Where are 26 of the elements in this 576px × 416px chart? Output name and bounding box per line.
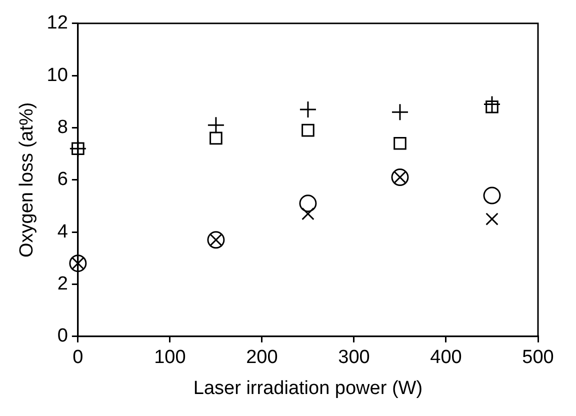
x-tick-label: 400 — [430, 347, 462, 368]
point — [210, 132, 222, 145]
point — [302, 124, 314, 137]
y-tick-label: 12 — [46, 12, 68, 34]
x-axis-title: Laser irradiation power (W) — [193, 378, 423, 399]
x-tick-label: 200 — [246, 347, 278, 368]
x-tick-label: 500 — [522, 347, 554, 368]
point — [483, 186, 501, 204]
point — [394, 136, 406, 150]
y-tick-label: 6 — [57, 169, 68, 190]
point — [486, 100, 498, 114]
y-tick-label: 10 — [46, 64, 68, 86]
point — [486, 212, 498, 226]
y-axis-title: Oxygen loss (at%) — [16, 102, 38, 258]
point — [299, 194, 317, 212]
y-tick-label: 8 — [57, 116, 68, 138]
point — [391, 103, 409, 121]
x-tick-label: 300 — [338, 347, 370, 368]
y-tick-label: 2 — [57, 273, 68, 294]
y-tick-label: 0 — [57, 326, 68, 347]
y-tick-label: 4 — [57, 221, 68, 242]
point — [299, 100, 317, 118]
point — [207, 116, 225, 134]
x-tick-label: 0 — [72, 347, 84, 368]
point — [302, 207, 314, 220]
x-tick-label: 100 — [154, 347, 186, 368]
